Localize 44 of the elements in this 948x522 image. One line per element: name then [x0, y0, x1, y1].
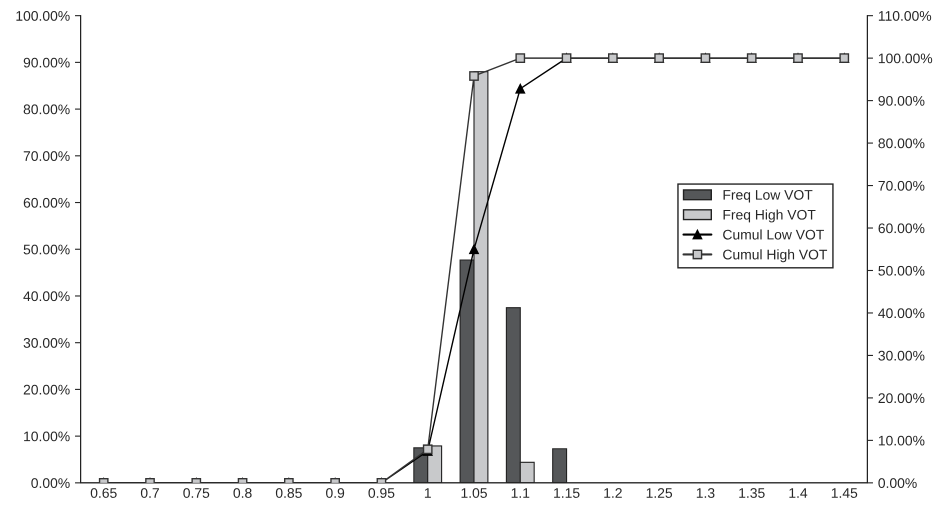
legend-label: Freq High VOT — [724, 209, 816, 222]
x-tick-label: 1.15 — [554, 488, 580, 498]
y-tick-label: 0.00% — [31, 478, 70, 488]
y2-tick-label: 20.00% — [878, 393, 924, 404]
x-tick-label: 1.3 — [696, 488, 714, 498]
y-tick-label: 10.00% — [24, 431, 70, 442]
y2-tick-label: 100.00% — [878, 53, 932, 64]
y-tick-label: 30.00% — [24, 338, 70, 348]
y2-tick-label: 90.00% — [878, 96, 924, 106]
y2-tick-label: 30.00% — [878, 350, 924, 361]
y-tick-label: 90.00% — [24, 58, 70, 68]
x-tick-label: 0.75 — [183, 488, 210, 498]
y-tick-label: 70.00% — [24, 151, 70, 161]
x-tick-label: 0.95 — [368, 488, 394, 498]
y2-tick-label: 0.00% — [878, 478, 917, 488]
y-tick-label: 60.00% — [24, 198, 70, 208]
x-tick-label: 1 — [424, 488, 431, 498]
x-tick-label: 0.8 — [233, 488, 252, 498]
x-tick-label: 1.25 — [646, 488, 672, 498]
x-tick-label: 1.35 — [739, 488, 765, 498]
y2-tick-label: 80.00% — [878, 138, 924, 148]
y2-tick-label: 110.00% — [878, 10, 932, 21]
x-tick-label: 1.05 — [462, 488, 487, 498]
x-tick-label: 0.65 — [90, 488, 117, 498]
x-tick-label: 0.7 — [140, 488, 159, 498]
legend-label: Cumul High VOT — [723, 249, 828, 262]
y-tick-label: 50.00% — [24, 244, 70, 254]
x-tick-label: 0.9 — [326, 488, 344, 498]
y2-tick-label: 10.00% — [878, 436, 924, 446]
y2-tick-label: 50.00% — [878, 266, 924, 276]
legend-label: Cumul Low VOT — [723, 229, 824, 240]
y2-tick-label: 60.00% — [878, 223, 924, 234]
y-tick-label: 40.00% — [23, 291, 70, 302]
x-tick-label: 1.1 — [512, 488, 530, 498]
y2-tick-label: 40.00% — [878, 308, 924, 318]
y-tick-label: 100.00% — [16, 10, 70, 21]
y-tick-label: 80.00% — [24, 104, 70, 114]
x-tick-label: 1.2 — [604, 488, 622, 498]
x-tick-label: 0.85 — [276, 488, 302, 498]
y2-tick-label: 70.00% — [878, 180, 924, 191]
x-tick-label: 1.45 — [832, 488, 858, 498]
legend-label: Freq Low VOT — [724, 190, 812, 203]
x-tick-label: 1.4 — [789, 488, 808, 498]
y-tick-label: 20.00% — [24, 384, 70, 395]
